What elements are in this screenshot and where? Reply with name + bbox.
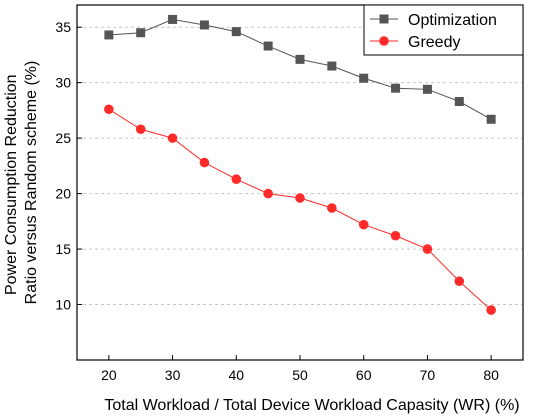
y-axis: 10 15 20 25 30 35 [55, 19, 82, 313]
data-point [231, 174, 242, 184]
x-tick-label: 70 [420, 367, 436, 383]
data-point [295, 193, 305, 203]
series-line [108, 108, 492, 311]
data-point [422, 244, 433, 254]
legend-marker [379, 36, 389, 46]
x-axis-title: Total Workload / Total Device Workload C… [104, 397, 519, 414]
series-optimization [104, 14, 496, 124]
y-tick-label: 25 [55, 130, 71, 146]
data-point [167, 133, 178, 143]
data-point [422, 84, 432, 94]
legend-item: Greedy [370, 34, 460, 51]
legend-label: Greedy [408, 34, 460, 51]
data-point [486, 114, 496, 124]
legend-label: Optimization [408, 12, 497, 29]
y-axis-title-line-1: Power Consumption Reduction [3, 74, 20, 295]
y-tick-label: 15 [55, 241, 71, 257]
x-tick-label: 50 [292, 367, 308, 383]
data-point [263, 41, 273, 51]
data-point [136, 28, 146, 38]
grid-lines [77, 26, 523, 306]
data-point [199, 20, 209, 30]
data-point [327, 203, 337, 213]
y-tick-label: 10 [55, 297, 71, 313]
legend-box [363, 4, 524, 56]
data-point [104, 30, 114, 40]
x-tick-label: 80 [483, 367, 499, 383]
x-tick-label: 60 [356, 367, 372, 383]
data-point [168, 14, 178, 24]
x-axis: 20 30 40 50 60 70 80 [101, 355, 499, 383]
data-point [390, 230, 401, 241]
data-point [199, 157, 210, 168]
y-axis-title-line-2: Ratio versus Random scheme (%) [23, 61, 40, 305]
data-point [358, 219, 369, 230]
y-tick-label: 20 [55, 186, 71, 202]
y-tick-label: 30 [55, 75, 71, 91]
legend-item: Optimization [370, 12, 497, 29]
x-tick-label: 30 [165, 367, 181, 383]
x-tick-label: 20 [101, 367, 117, 383]
legend-marker [379, 14, 389, 24]
data-point [359, 73, 369, 83]
data-point [135, 124, 146, 135]
series-greedy [104, 104, 496, 315]
data-point [295, 54, 305, 64]
data-point [454, 97, 464, 107]
y-axis-title: Power Consumption Reduction Ratio versus… [3, 61, 40, 305]
data-point [486, 305, 496, 315]
data-point [104, 104, 114, 115]
y-tick-label: 35 [55, 19, 71, 35]
data-point [231, 27, 241, 37]
data-point [454, 276, 465, 287]
data-point [327, 61, 337, 71]
data-point [263, 188, 273, 199]
legend: Optimization Greedy [363, 4, 524, 56]
data-point [391, 83, 401, 93]
x-tick-label: 40 [228, 367, 244, 383]
series-layer [104, 14, 496, 315]
